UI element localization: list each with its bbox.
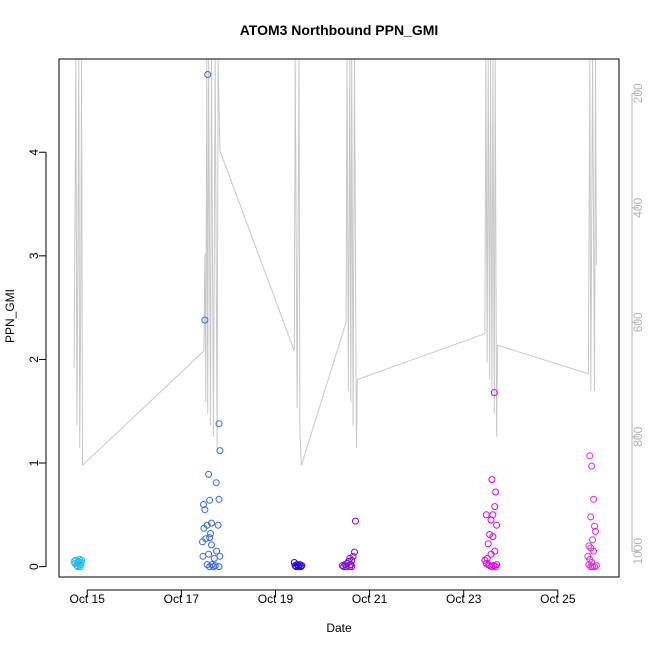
data-point (200, 524, 208, 532)
y2-tick-label: 600 (631, 312, 645, 332)
x-tick-label: Oct 17 (164, 592, 200, 606)
data-point (352, 517, 359, 525)
data-point (491, 503, 499, 511)
series-oct17 (199, 71, 224, 571)
data-point (206, 496, 214, 504)
data-point (215, 420, 223, 428)
data-point (216, 447, 224, 455)
data-point (298, 562, 306, 570)
data-point (590, 547, 598, 555)
data-point (212, 479, 220, 487)
y-tick-label: 0 (27, 563, 41, 570)
x-tick-label: Oct 19 (258, 592, 294, 606)
series-oct25 (584, 452, 600, 571)
data-point (590, 495, 598, 503)
y2-tick-label: 200 (631, 83, 645, 103)
x-tick-label: Oct 23 (446, 592, 482, 606)
y-tick-label: 3 (27, 252, 41, 259)
data-point (209, 563, 217, 571)
data-point (589, 563, 597, 571)
data-point (591, 522, 598, 530)
y2-tick-label: 1000 (631, 538, 645, 565)
data-point (493, 561, 501, 569)
data-point (74, 563, 82, 571)
data-point (493, 521, 501, 529)
data-point (492, 488, 500, 496)
data-point (206, 534, 214, 542)
series-oct20 (338, 517, 359, 571)
data-point (215, 495, 223, 503)
data-point (487, 516, 495, 524)
data-point (351, 548, 358, 556)
x-axis-label: Date (326, 621, 352, 635)
data-point (587, 513, 595, 521)
y-axis-label: PPN_GMI (3, 289, 17, 343)
data-point (297, 563, 305, 571)
data-point (214, 521, 222, 529)
data-point (216, 552, 224, 560)
data-point (487, 550, 495, 558)
y-axis: 0 1 2 3 4 (27, 149, 47, 570)
data-point (205, 550, 213, 558)
x-tick-label: Oct 21 (352, 592, 388, 606)
series-oct14 (70, 555, 86, 571)
data-point (201, 316, 209, 324)
y2-axis: 200 400 600 800 1000 (631, 83, 645, 565)
x-tick-label: Oct 25 (540, 592, 576, 606)
series-oct19 (290, 559, 306, 571)
data-point (589, 536, 597, 544)
y-tick-label: 2 (27, 356, 41, 363)
y2-tick-label: 800 (631, 426, 645, 446)
data-point (201, 506, 209, 514)
depth-line (73, 59, 597, 467)
data-point (205, 470, 213, 478)
plot-frame (58, 58, 620, 578)
data-point (76, 563, 84, 571)
series-oct23 (481, 389, 501, 571)
data-point (199, 538, 206, 546)
chart-title: ATOM3 Northbound PPN_GMI (240, 22, 439, 38)
data-point (208, 561, 216, 569)
data-point (592, 527, 599, 535)
y-tick-label: 4 (27, 149, 41, 156)
data-point (213, 547, 221, 555)
data-point (346, 563, 354, 571)
data-point (348, 563, 356, 571)
data-point (588, 462, 596, 470)
data-point (592, 562, 600, 570)
data-point (488, 476, 496, 484)
y2-tick-label: 400 (631, 197, 645, 217)
data-point (208, 519, 215, 527)
data-point (207, 530, 214, 537)
data-point (482, 511, 490, 519)
y-tick-label: 1 (27, 459, 41, 466)
data-point (206, 563, 214, 571)
data-point (489, 533, 497, 541)
x-axis: Oct 15 Oct 17 Oct 19 Oct 21 Oct 23 Oct 25 (70, 589, 576, 606)
data-point (349, 552, 357, 560)
x-tick-label: Oct 15 (70, 592, 106, 606)
data-point (585, 542, 593, 550)
plot-area (70, 59, 600, 571)
data-point (208, 541, 215, 549)
data-point (204, 71, 212, 78)
data-point (293, 561, 301, 569)
data-point (491, 547, 499, 555)
data-point (484, 540, 492, 548)
data-point (586, 452, 594, 460)
data-point (490, 389, 498, 397)
data-point (200, 501, 207, 508)
